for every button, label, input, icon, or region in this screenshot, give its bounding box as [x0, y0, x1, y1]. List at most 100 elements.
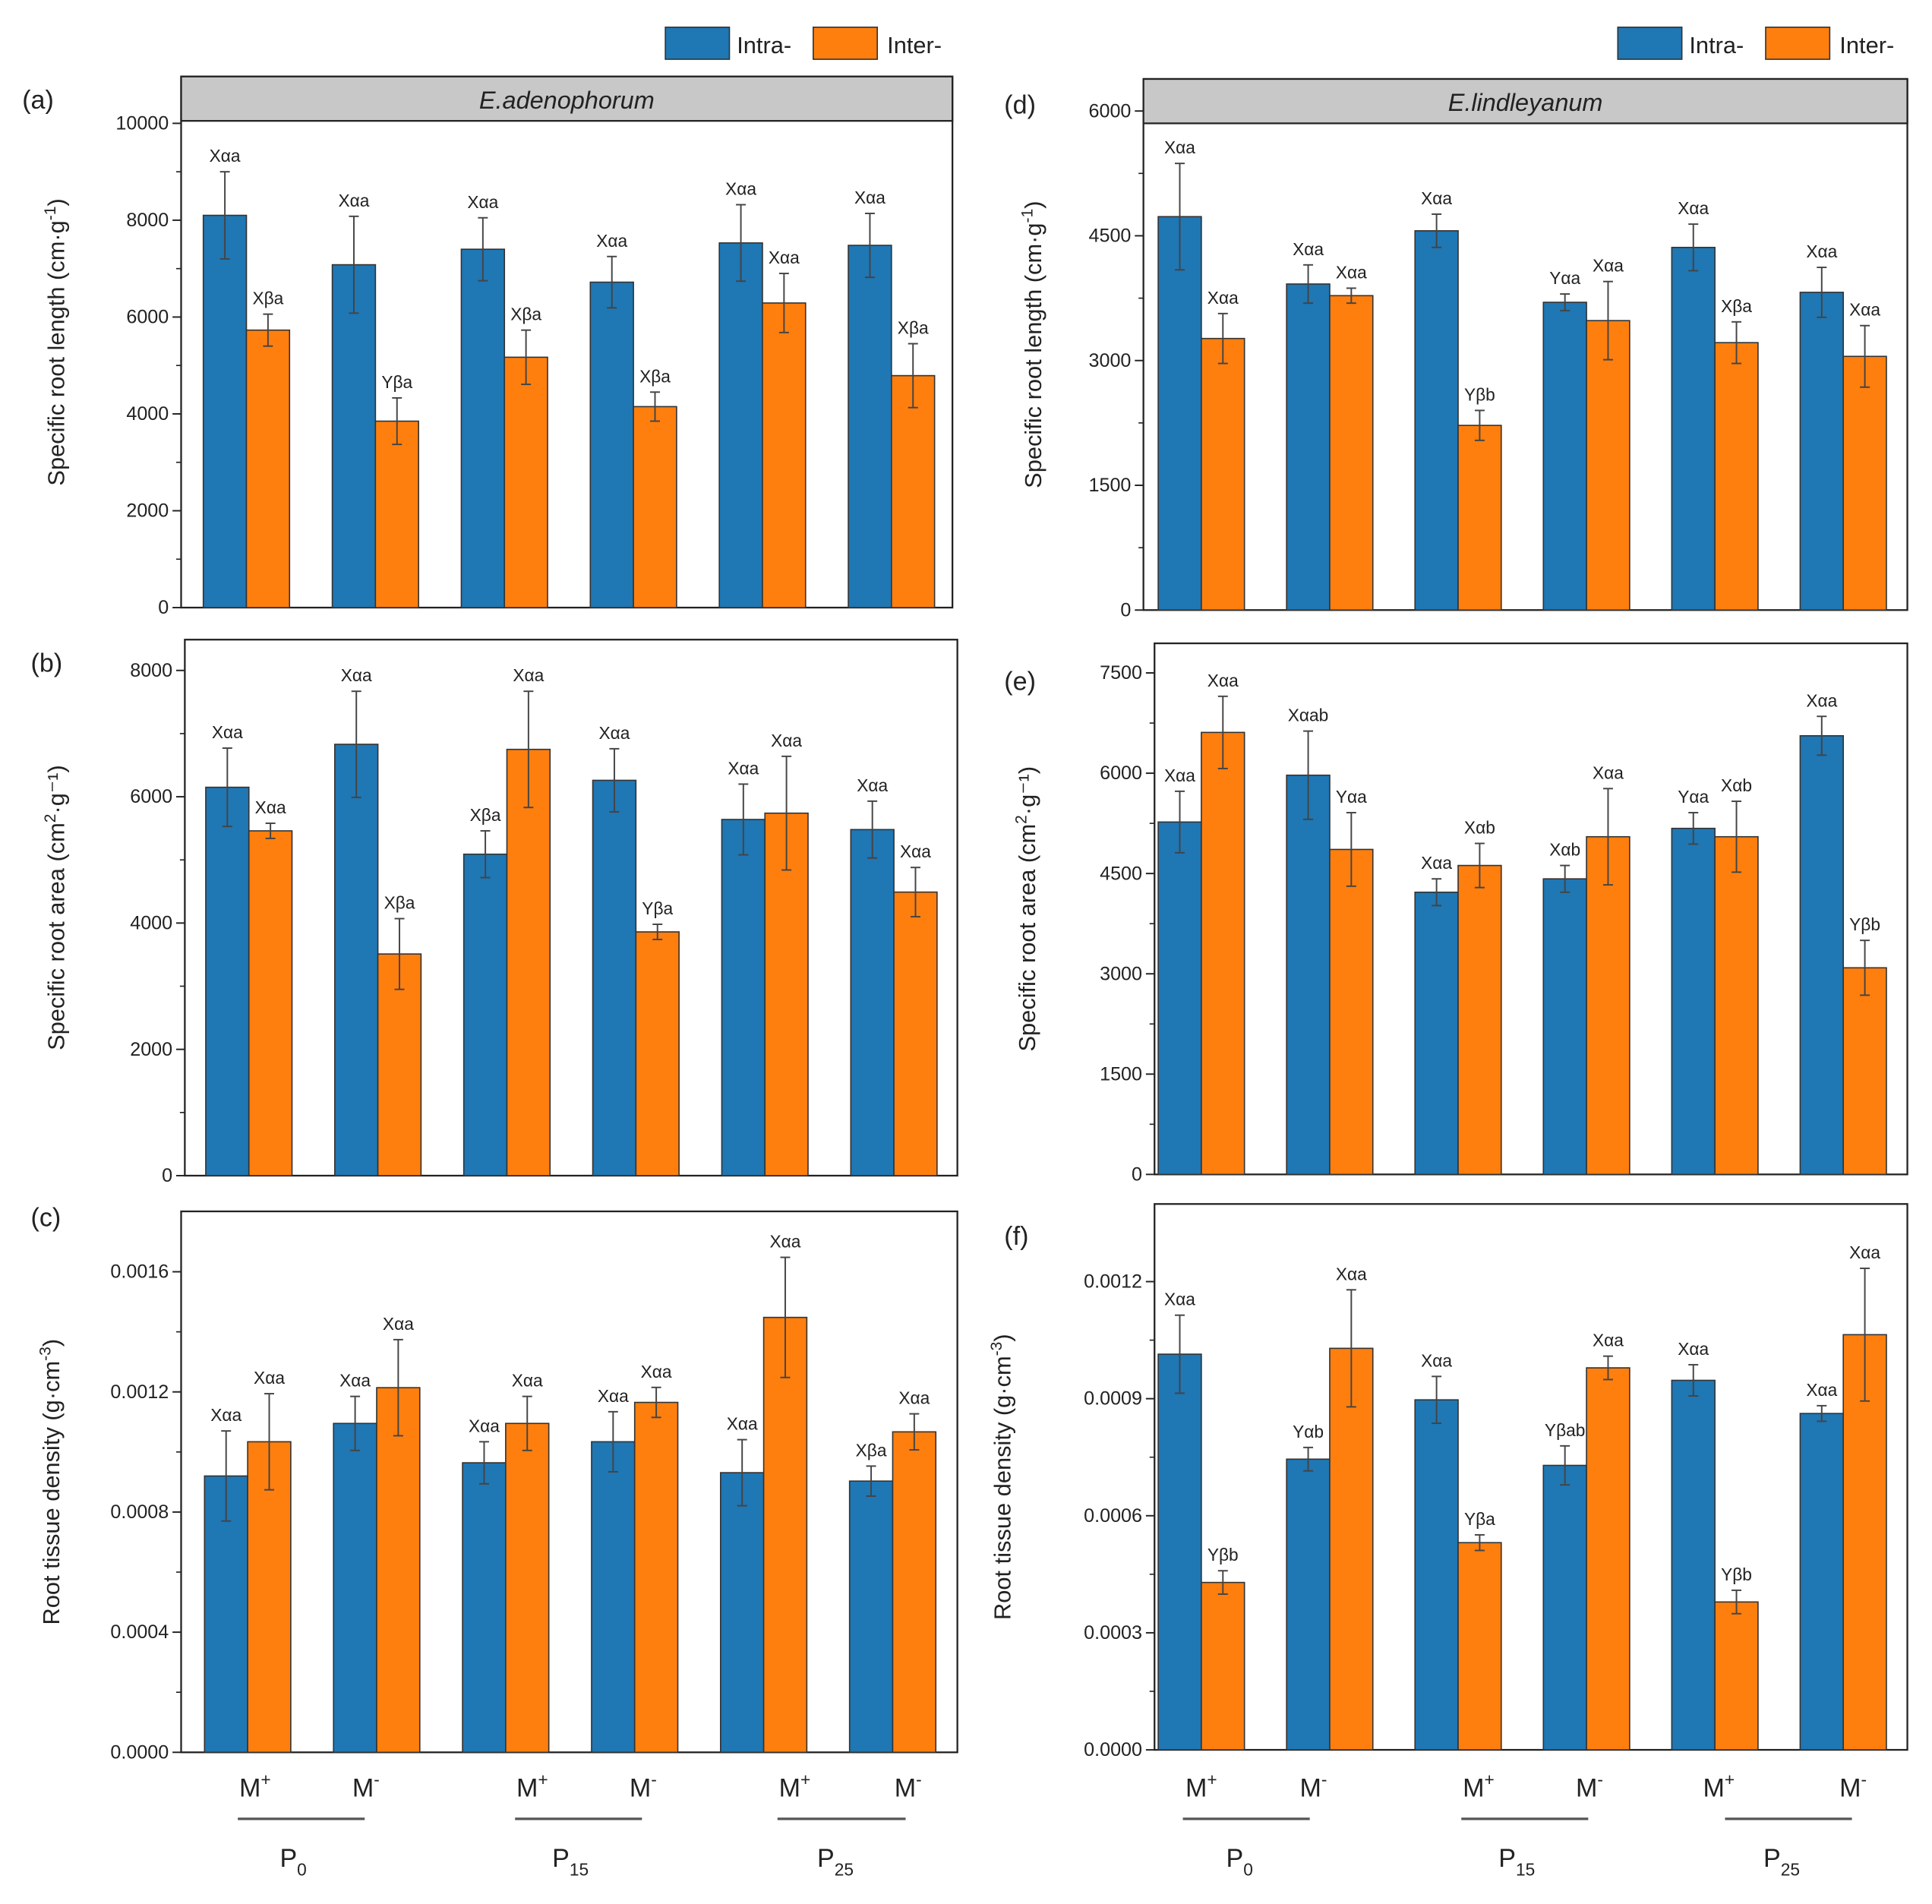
- bar-intra: [850, 829, 895, 1176]
- p-subscript: 0: [297, 1860, 307, 1880]
- bar-inter: [1586, 835, 1631, 1176]
- bar-intra: [462, 853, 508, 1176]
- bar-inter: [633, 1401, 679, 1754]
- m-superscript: -: [916, 1770, 922, 1789]
- bar-intra: [1799, 292, 1844, 611]
- x-tick-label: M+: [516, 1770, 548, 1803]
- legend-label-inter: Inter-: [887, 32, 942, 58]
- strip-title: E.lindleyanum: [1448, 89, 1603, 116]
- y-axis-label: Root tissue density (g·cm-3): [37, 1339, 65, 1625]
- y-tick-label: 7500: [1100, 662, 1142, 684]
- bar-intra: [591, 1441, 636, 1754]
- significance-label: Xαa: [900, 841, 931, 861]
- x-tick-label: M+: [239, 1770, 271, 1803]
- significance-label: Xαa: [1849, 300, 1880, 320]
- plot-frame: [1142, 77, 1908, 611]
- y-label-superscript: -1: [42, 206, 59, 220]
- m-label: M: [1839, 1774, 1861, 1803]
- p-label: P: [817, 1844, 835, 1873]
- significance-label: Yβb: [1849, 914, 1880, 934]
- y-tick-label: 6000: [126, 307, 169, 328]
- plot-frame: [1154, 1203, 1908, 1751]
- bar-inter: [1842, 967, 1887, 1176]
- bar-inter: [893, 891, 938, 1176]
- significance-label: Xαa: [1806, 690, 1837, 710]
- significance-label: Xαa: [1806, 242, 1837, 261]
- m-superscript: +: [1207, 1770, 1217, 1789]
- legend-swatch-intra: [665, 27, 731, 60]
- panel-b: (b) 0 2000 4000 6000 8000 Specific root area (…: [31, 639, 958, 1186]
- significance-label: Yβa: [642, 898, 673, 918]
- bar-intra: [1286, 1458, 1331, 1751]
- bar-inter: [891, 374, 936, 608]
- panel-a: E.adenophorum (a) 0 2000 4000 6000 8000 10000 Sp…: [22, 75, 954, 618]
- significance-label: Xβa: [639, 366, 671, 386]
- significance-label: Xαa: [383, 1314, 414, 1334]
- strip-header: [180, 75, 954, 122]
- m-label: M: [895, 1774, 916, 1803]
- significance-label: Xαa: [725, 179, 756, 199]
- y-tick-label: 8000: [130, 660, 172, 681]
- bar-inter: [248, 830, 293, 1176]
- bar-intra: [592, 779, 637, 1176]
- y-tick-label: 0: [158, 597, 169, 618]
- significance-label: Xαa: [598, 1386, 629, 1406]
- bar-intra: [205, 786, 250, 1176]
- significance-label: Xαa: [210, 146, 241, 166]
- bar-inter: [245, 329, 291, 608]
- y-tick-label: 6000: [1100, 763, 1142, 784]
- y-label-text: Specific root length (cm·g: [43, 220, 69, 485]
- bar-intra: [1799, 1413, 1844, 1751]
- significance-label: Xαa: [854, 188, 886, 207]
- y-label-end: ): [38, 1339, 65, 1347]
- bar-intra: [721, 819, 766, 1176]
- y-label-end: ): [989, 1334, 1015, 1341]
- m-superscript: +: [800, 1770, 810, 1789]
- panel-letter: (e): [1004, 668, 1036, 696]
- significance-label: Xαa: [1678, 1339, 1709, 1359]
- significance-label: Xαa: [255, 797, 286, 817]
- bar-intra: [462, 1462, 507, 1754]
- x-tick-label: M-: [630, 1770, 657, 1803]
- y-tick-label: 8000: [126, 210, 169, 231]
- y-tick-label: 0.0016: [110, 1261, 169, 1283]
- plot-frame: [180, 1210, 958, 1754]
- m-label: M: [1576, 1774, 1597, 1803]
- y-tick-label: 0.0012: [110, 1381, 169, 1403]
- significance-label: Yβb: [1208, 1545, 1239, 1565]
- significance-label: Xαa: [770, 1232, 801, 1252]
- bar-intra: [334, 744, 379, 1176]
- bar-inter: [1714, 342, 1759, 611]
- plot-frame: [180, 75, 954, 609]
- bar-intra: [460, 248, 506, 608]
- bar-inter: [505, 1422, 550, 1754]
- significance-label: Yβa: [1464, 1509, 1495, 1529]
- significance-label: Xαa: [598, 723, 630, 743]
- panel-letter: (b): [31, 649, 63, 677]
- bar-inter: [1842, 355, 1887, 611]
- significance-label: Xαa: [469, 1416, 500, 1435]
- bar-intra: [1157, 821, 1202, 1176]
- bar-inter: [376, 1387, 421, 1754]
- bar-inter: [764, 812, 809, 1176]
- bar-inter: [377, 953, 422, 1176]
- y-tick-label: 3000: [1089, 350, 1132, 371]
- p-level-label: P0: [279, 1844, 306, 1879]
- significance-label: Xαa: [1849, 1242, 1880, 1262]
- y-tick-label: 0.0004: [110, 1621, 169, 1643]
- y-label-superscript: -3: [37, 1347, 55, 1361]
- bar-inter: [1201, 337, 1245, 611]
- significance-label: Xβa: [898, 318, 929, 338]
- legend-label-inter: Inter-: [1839, 32, 1894, 58]
- significance-label: Xβa: [252, 289, 283, 308]
- y-tick-label: 0.0012: [1084, 1271, 1142, 1293]
- m-superscript: +: [260, 1770, 270, 1789]
- p-subscript: 25: [835, 1860, 854, 1880]
- significance-label: Yαa: [1549, 268, 1580, 288]
- y-tick-label: 0.0000: [110, 1741, 169, 1763]
- p-subscript: 15: [1516, 1860, 1535, 1880]
- legend-swatch-inter: [1765, 27, 1831, 60]
- significance-label: Xαa: [513, 665, 544, 685]
- bar-intra: [1286, 283, 1331, 611]
- significance-label: Xαa: [898, 1388, 930, 1408]
